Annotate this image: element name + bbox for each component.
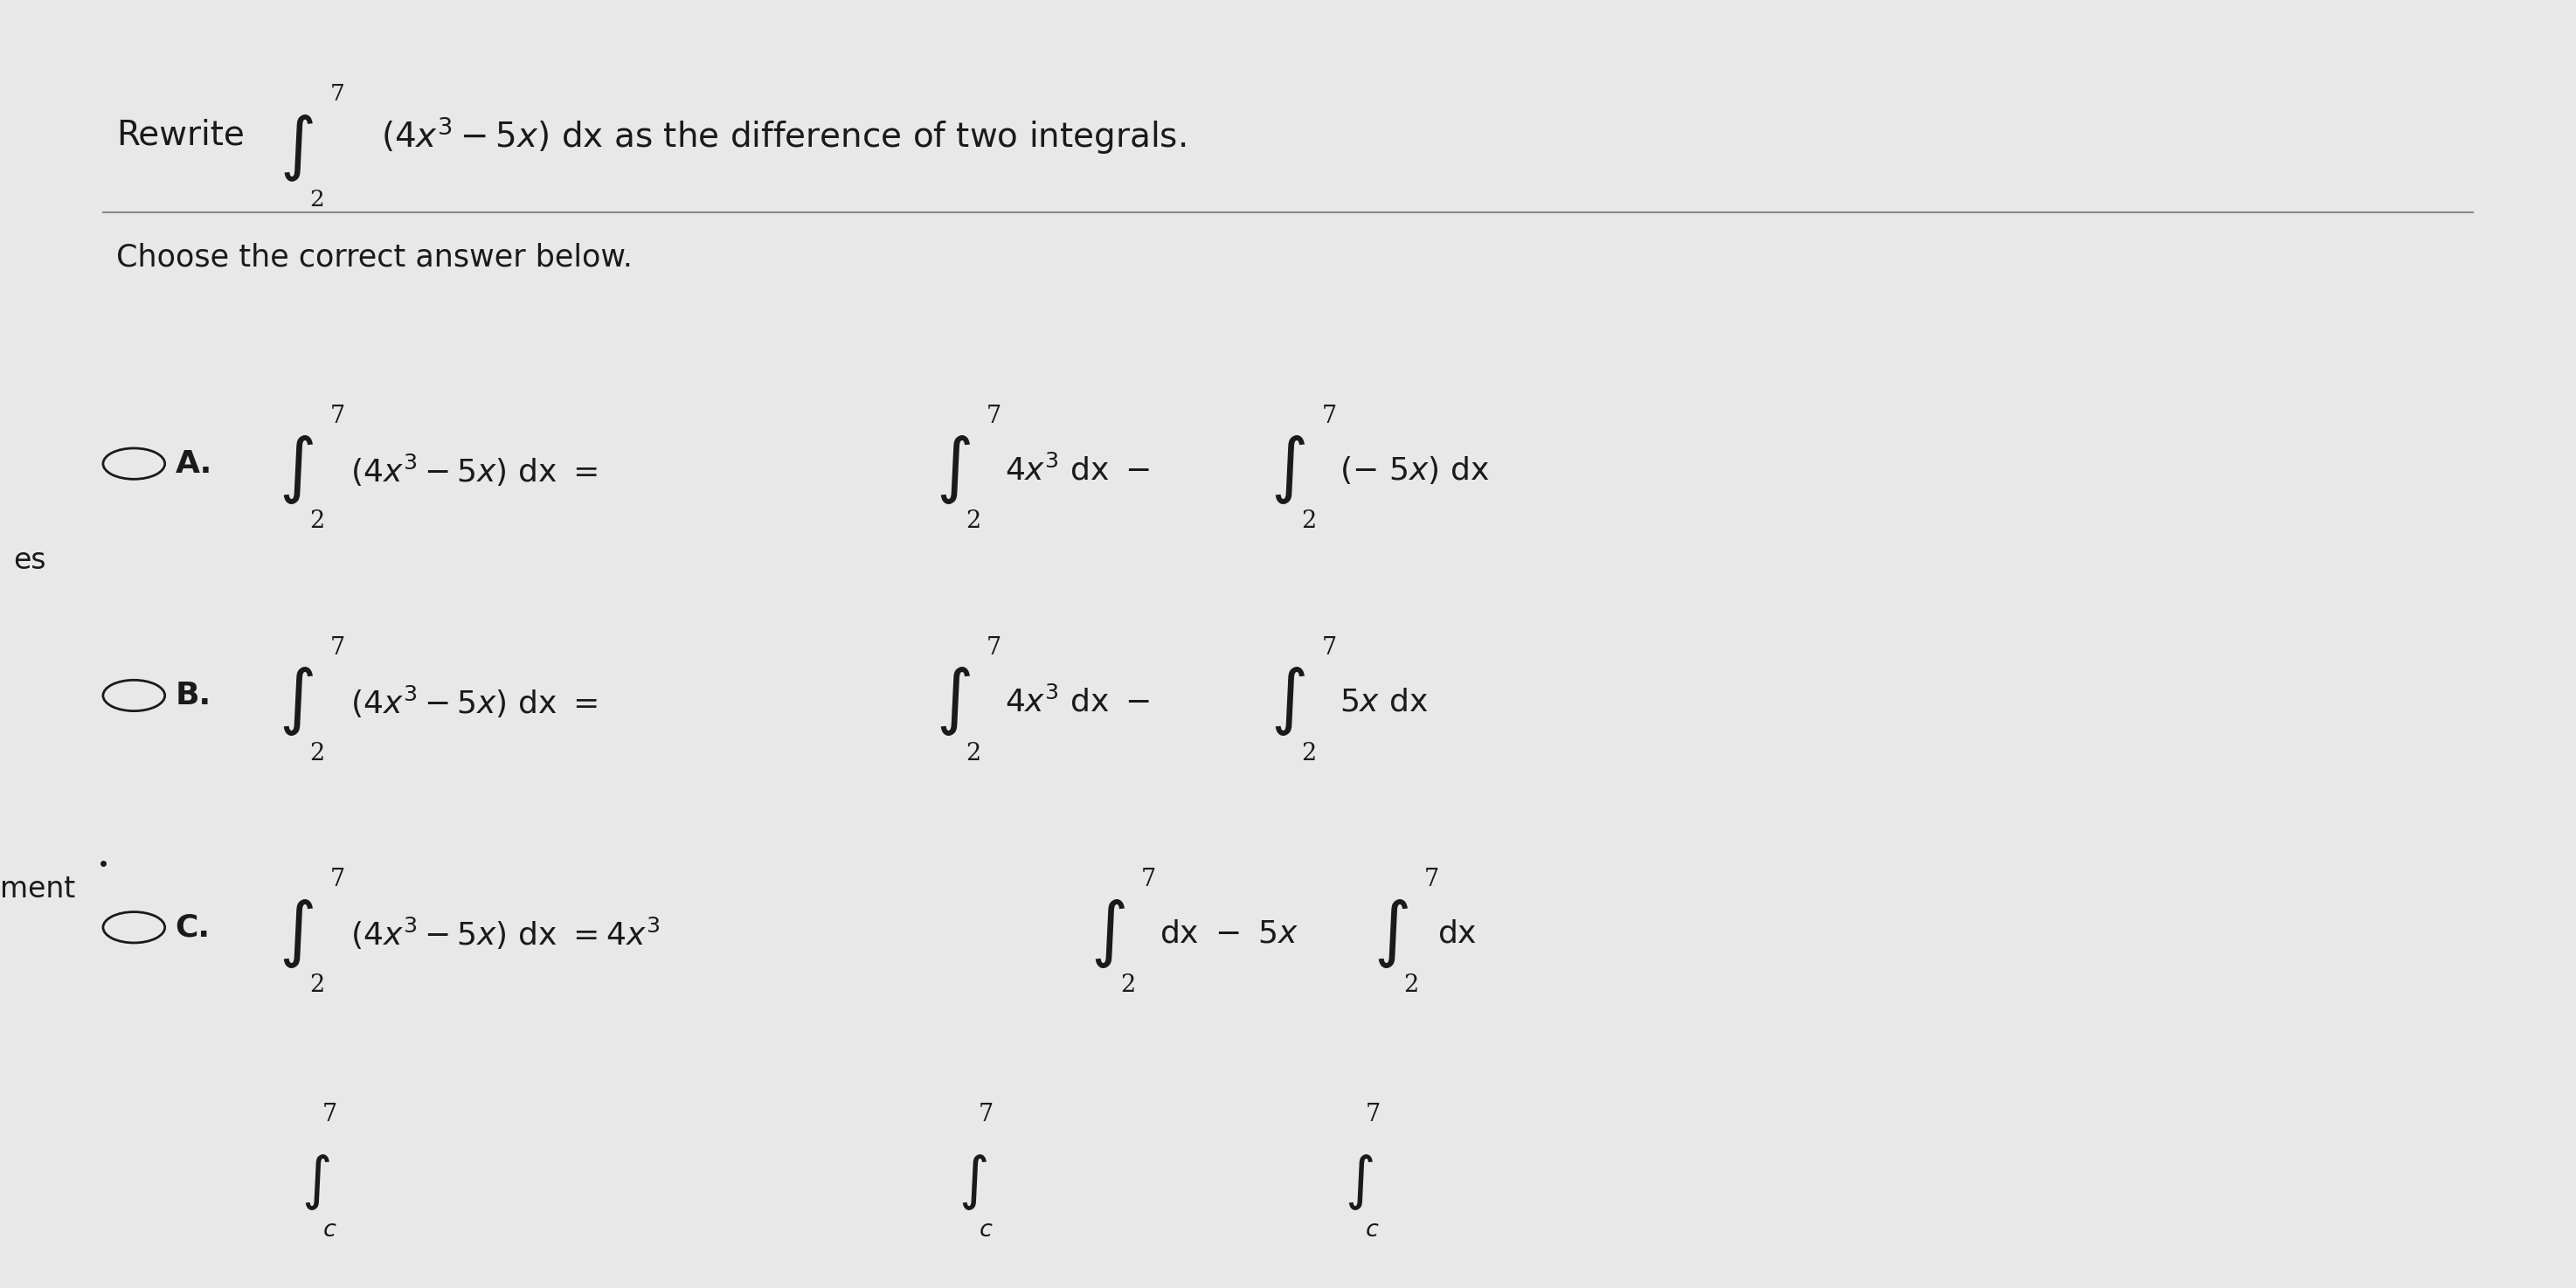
Text: $\mathit{c}$: $\mathit{c}$ [1365, 1218, 1381, 1242]
Text: 7: 7 [330, 636, 345, 659]
Text: $\int$: $\int$ [278, 434, 314, 506]
Text: $\int$: $\int$ [1270, 434, 1306, 506]
Text: 7: 7 [330, 84, 345, 104]
Text: 2: 2 [309, 742, 325, 765]
Text: $\left(4x^3 - 5x\right)\ \mathrm{dx}\ \text{as the difference of two integrals.}: $\left(4x^3 - 5x\right)\ \mathrm{dx}\ \t… [381, 115, 1188, 156]
Text: $\int$: $\int$ [301, 1153, 330, 1212]
Text: Rewrite: Rewrite [116, 118, 245, 152]
Text: $\mathit{c}$: $\mathit{c}$ [979, 1218, 994, 1242]
Text: 2: 2 [966, 742, 981, 765]
Text: $5x\ \mathrm{dx}$: $5x\ \mathrm{dx}$ [1340, 687, 1427, 717]
Text: 2: 2 [966, 510, 981, 533]
Text: 7: 7 [330, 868, 345, 891]
Text: 7: 7 [1141, 868, 1157, 891]
Text: $\int$: $\int$ [278, 898, 314, 970]
Text: $\mathrm{dx}$: $\mathrm{dx}$ [1437, 918, 1476, 949]
Text: B.: B. [175, 680, 211, 711]
Text: $\int$: $\int$ [1090, 898, 1126, 970]
Text: 2: 2 [1121, 974, 1136, 997]
Text: 7: 7 [1425, 868, 1440, 891]
Text: 7: 7 [330, 404, 345, 428]
Text: $\int$: $\int$ [935, 666, 971, 738]
Text: $\int$: $\int$ [278, 666, 314, 738]
Text: 2: 2 [1301, 510, 1316, 533]
Text: $\int$: $\int$ [935, 434, 971, 506]
Text: 7: 7 [979, 1103, 994, 1126]
Text: A.: A. [175, 448, 211, 479]
Text: 7: 7 [987, 404, 1002, 428]
Text: ment: ment [0, 875, 75, 903]
Text: $\left(4x^3 - 5x\right)\ \mathrm{dx}\ = 4x^3$: $\left(4x^3 - 5x\right)\ \mathrm{dx}\ = … [350, 916, 659, 952]
Text: C.: C. [175, 912, 211, 943]
Text: $\int$: $\int$ [278, 113, 314, 183]
Text: 2: 2 [309, 974, 325, 997]
Text: $\int$: $\int$ [1345, 1153, 1373, 1212]
Text: $4x^3\ \mathrm{dx}\ -$: $4x^3\ \mathrm{dx}\ -$ [1005, 455, 1149, 486]
Text: $\int$: $\int$ [1373, 898, 1409, 970]
Text: $\int$: $\int$ [958, 1153, 987, 1212]
Text: 2: 2 [1404, 974, 1419, 997]
Text: $\int$: $\int$ [1270, 666, 1306, 738]
Text: Choose the correct answer below.: Choose the correct answer below. [116, 242, 631, 273]
Text: 7: 7 [1365, 1103, 1381, 1126]
Text: $\left(4x^3 - 5x\right)\ \mathrm{dx}\ =$: $\left(4x^3 - 5x\right)\ \mathrm{dx}\ =$ [350, 684, 598, 720]
Text: 2: 2 [1301, 742, 1316, 765]
Text: 2: 2 [309, 510, 325, 533]
Text: $\mathrm{dx}\ -\ 5x$: $\mathrm{dx}\ -\ 5x$ [1159, 918, 1298, 949]
Text: $\left(4x^3 - 5x\right)\ \mathrm{dx}\ =$: $\left(4x^3 - 5x\right)\ \mathrm{dx}\ =$ [350, 452, 598, 488]
Text: 2: 2 [309, 189, 325, 210]
Text: $\left(-\ 5x\right)\ \mathrm{dx}$: $\left(-\ 5x\right)\ \mathrm{dx}$ [1340, 455, 1489, 486]
Text: $\mathit{c}$: $\mathit{c}$ [322, 1218, 337, 1242]
Text: $4x^3\ \mathrm{dx}\ -$: $4x^3\ \mathrm{dx}\ -$ [1005, 687, 1149, 717]
Text: 7: 7 [1321, 404, 1337, 428]
Text: 7: 7 [987, 636, 1002, 659]
Text: 7: 7 [322, 1103, 337, 1126]
Text: 7: 7 [1321, 636, 1337, 659]
Text: es: es [13, 546, 46, 574]
